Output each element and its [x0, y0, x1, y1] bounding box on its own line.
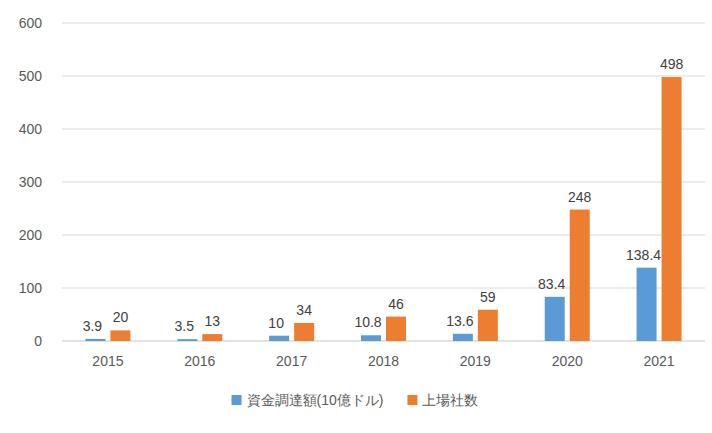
- data-label: 10.8: [354, 314, 381, 330]
- bar: [294, 323, 314, 341]
- bar: [545, 297, 565, 341]
- x-tick-label: 2020: [552, 353, 583, 369]
- x-tick-label: 2019: [460, 353, 491, 369]
- y-axis-line: [62, 23, 63, 341]
- data-label: 83.4: [538, 276, 565, 292]
- chart-container: 0 100 200 300 400 500 600 3.9 20 3.5 13 10 34 10.8 46 1…: [0, 0, 712, 433]
- data-labels: 3.9 20 3.5 13 10 34 10.8 46 13.6 59 83.4 248 138.4 49…: [83, 56, 684, 334]
- x-axis-line: [62, 341, 705, 342]
- legend-swatch: [407, 395, 417, 405]
- grid-line: [62, 288, 705, 289]
- data-label: 138.4: [626, 247, 661, 263]
- grid-line: [62, 182, 705, 183]
- y-tick-label: 0: [34, 333, 42, 349]
- bar: [662, 77, 682, 341]
- grid-line: [62, 341, 705, 342]
- y-tick-label: 500: [19, 68, 43, 84]
- data-label: 59: [480, 289, 496, 305]
- bar: [478, 310, 498, 341]
- grid-line: [62, 235, 705, 236]
- x-tick-label: 2021: [643, 353, 674, 369]
- x-tick-label: 2016: [184, 353, 215, 369]
- bar: [269, 336, 289, 341]
- bar: [386, 317, 406, 341]
- grid-line: [62, 23, 705, 24]
- chart-svg: 0 100 200 300 400 500 600 3.9 20 3.5 13 10 34 10.8 46 1…: [0, 0, 712, 433]
- data-label: 248: [568, 189, 592, 205]
- bar: [361, 335, 381, 341]
- data-label: 10: [268, 315, 284, 331]
- data-label: 46: [388, 296, 404, 312]
- bar: [177, 339, 197, 341]
- bar: [85, 339, 105, 341]
- bar: [453, 334, 473, 341]
- grid-line: [62, 129, 705, 130]
- legend-swatch: [232, 395, 242, 405]
- legend-label: 資金調達額(10億ドル): [247, 392, 384, 408]
- y-tick-label: 600: [19, 15, 43, 31]
- x-tick-label: 2015: [92, 353, 123, 369]
- grid-line: [62, 76, 705, 77]
- x-tick-label: 2018: [368, 353, 399, 369]
- y-tick-label: 200: [19, 227, 43, 243]
- legend: 資金調達額(10億ドル) 上場社数: [232, 392, 479, 408]
- y-tick-label: 300: [19, 174, 43, 190]
- x-tick-label: 2017: [276, 353, 307, 369]
- bar: [570, 210, 590, 341]
- legend-label: 上場社数: [422, 392, 478, 408]
- data-label: 498: [660, 56, 684, 72]
- bar: [637, 268, 657, 341]
- data-label: 3.5: [175, 318, 195, 334]
- y-tick-label: 100: [19, 280, 43, 296]
- data-label: 34: [296, 302, 312, 318]
- bar: [110, 330, 130, 341]
- y-tick-label: 400: [19, 121, 43, 137]
- bar: [202, 334, 222, 341]
- data-label: 13.6: [446, 313, 473, 329]
- bars: [85, 77, 681, 341]
- data-label: 13: [204, 313, 220, 329]
- data-label: 20: [113, 309, 129, 325]
- data-label: 3.9: [83, 318, 103, 334]
